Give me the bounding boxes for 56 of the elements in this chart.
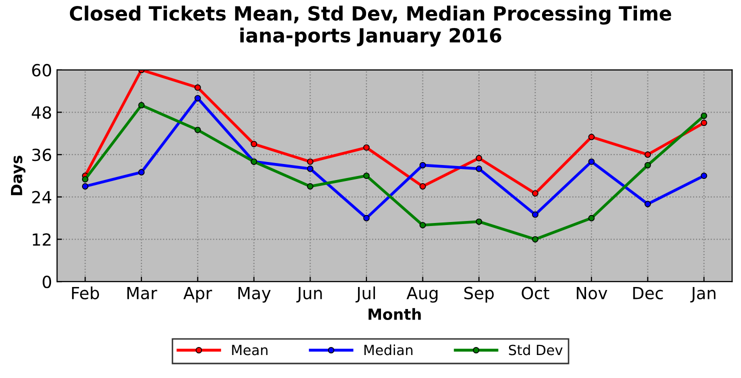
x-tick-label: Mar [127,286,158,300]
point [363,214,370,222]
point [644,151,651,158]
point [194,84,201,91]
point [420,183,426,190]
x-tick-label: Jul [356,286,375,302]
y-tick-label: 0 [42,276,52,288]
x-tick-label: Oct [522,286,550,300]
point [476,166,482,172]
x-tick-label: Aug [406,286,438,303]
point [194,94,201,102]
x-tick-label: Apr [183,286,212,303]
legend-label: Median [364,344,412,356]
point [194,126,201,134]
y-tick-label: 60 [32,64,52,76]
y-tick-label: 24 [32,190,52,204]
y-axis-title: Days [10,156,26,196]
x-tick-label: Feb [72,286,100,300]
x-tick-label: Sep [464,286,494,303]
point [700,172,708,179]
x-tick-label: Jan [690,286,716,302]
point [82,183,88,190]
point [700,120,708,126]
legend-label: Std Dev [508,344,563,356]
point [700,112,708,119]
point [363,144,370,151]
x-tick-label: Jun [296,286,322,302]
x-tick-label: Dec [633,286,663,300]
point [138,169,145,176]
point [82,176,88,182]
legend-label: Mean [232,344,268,356]
y-tick-label: 48 [32,106,52,119]
point [588,214,595,222]
point [644,162,651,168]
point [588,158,595,165]
point [420,162,426,168]
point [532,211,538,218]
y-tick-label: 12 [32,233,51,246]
point [307,158,314,165]
chart-title: Closed Tickets Mean, Std Dev, Median Processing Time iana-ports January 2016 [70,6,672,47]
point [476,154,482,162]
x-axis-title: Month [368,308,421,320]
point [644,200,651,208]
point [420,222,426,228]
point [363,172,370,179]
y-tick-label: 36 [32,148,52,162]
point [138,102,145,108]
point [307,166,314,172]
x-tick-label: May [238,286,271,303]
point [250,140,258,148]
point [307,183,314,190]
x-tick-label: Nov [576,286,608,300]
point [588,134,595,140]
point [532,236,538,242]
point [532,190,538,197]
point [476,218,482,225]
